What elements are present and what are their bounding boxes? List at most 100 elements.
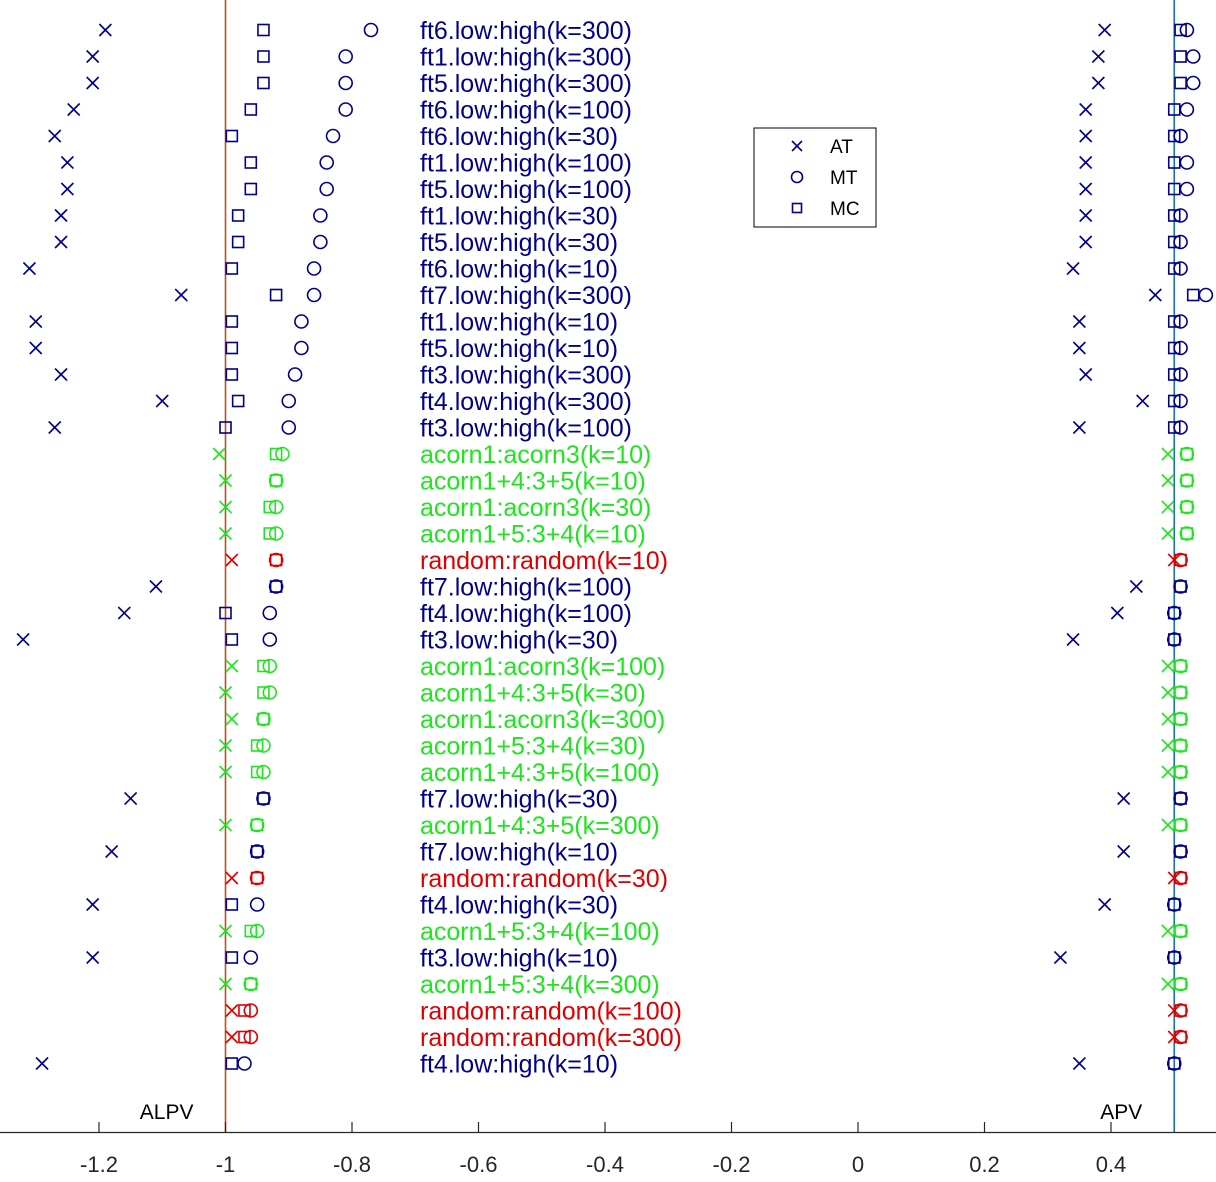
- alpv-at-marker: [98, 23, 112, 37]
- alpv-mc-marker: [244, 103, 258, 116]
- row-label: ft1.low:high(k=10): [420, 309, 618, 337]
- apv-mc-marker: [1167, 262, 1181, 275]
- alpv-at-marker: [54, 235, 68, 249]
- alpv-at-marker: [218, 977, 233, 991]
- apv-at-marker: [1098, 23, 1112, 37]
- alpv-mt-marker: [325, 128, 341, 144]
- alpv-mt-marker: [243, 1029, 259, 1045]
- alpv-mt-marker: [319, 155, 335, 170]
- alpv-mt-marker: [237, 1056, 252, 1071]
- apv-mt-marker: [1173, 340, 1188, 356]
- alpv-mc-marker: [263, 527, 277, 540]
- alpv-mc-marker: [231, 209, 245, 222]
- apv-at-marker: [1079, 182, 1093, 196]
- alpv-at-marker: [225, 712, 239, 726]
- alpv-mc-marker: [257, 712, 270, 726]
- row-label: ft6.low:high(k=10): [420, 256, 618, 284]
- row-label: acorn1+4:3+5(k=10): [420, 468, 646, 496]
- reference-lines: [224, 0, 1176, 1132]
- apv-at-marker: [1129, 579, 1143, 594]
- row-label: ft5.low:high(k=300): [420, 70, 632, 98]
- alpv-mt-marker: [281, 420, 297, 435]
- alpv-at-marker: [67, 102, 81, 117]
- apv-mc-marker: [1186, 288, 1200, 302]
- row-labels: ft6.low:high(k=300)ft1.low:high(k=300)ft…: [420, 17, 682, 1079]
- reference-label-apv: APV: [1100, 1101, 1142, 1124]
- x-tick-label: -1: [216, 1152, 236, 1177]
- apv-mc-marker: [1174, 739, 1187, 752]
- alpv-mc-marker: [225, 129, 239, 143]
- row-label: ft4.low:high(k=30): [420, 892, 618, 920]
- row-label: ft7.low:high(k=30): [420, 786, 618, 814]
- apv-mc-marker: [1174, 50, 1187, 63]
- alpv-mc-marker: [257, 76, 270, 90]
- legend-mt-marker: [790, 170, 804, 184]
- alpv-mt-marker: [256, 791, 271, 806]
- alpv-at-marker: [218, 765, 233, 779]
- apv-mc-marker: [1174, 977, 1187, 991]
- alpv-mc-marker: [225, 262, 239, 275]
- apv-mc-marker: [1174, 818, 1187, 832]
- x-tick-label: -0.4: [586, 1152, 624, 1177]
- alpv-at-marker: [86, 76, 100, 90]
- alpv-mc-marker: [225, 315, 239, 328]
- alpv-mc-marker: [269, 447, 283, 461]
- alpv-mc-marker: [244, 977, 258, 991]
- apv-mc-marker: [1174, 580, 1187, 593]
- alpv-at-marker: [218, 738, 233, 753]
- alpv-mt-marker: [249, 844, 265, 859]
- alpv-mt-marker: [249, 897, 265, 912]
- legend-mc-marker: [791, 202, 803, 214]
- alpv-mc-marker: [225, 1057, 239, 1070]
- alpv-at-marker: [86, 49, 100, 64]
- x-tick-label: 0: [852, 1152, 864, 1177]
- apv-mc-marker: [1167, 394, 1181, 408]
- alpv-mt-marker: [256, 711, 271, 727]
- apv-mt-marker: [1179, 102, 1195, 117]
- alpv-at-marker: [218, 685, 233, 700]
- apv-mt-marker: [1185, 75, 1201, 91]
- apv-mt-marker: [1173, 208, 1188, 223]
- apv-mt-marker: [1173, 976, 1188, 992]
- alpv-at-marker: [155, 394, 169, 408]
- apv-mt-marker: [1173, 367, 1188, 382]
- apv-at-marker: [1161, 526, 1175, 541]
- row-label: ft1.low:high(k=300): [420, 44, 632, 72]
- alpv-mc-marker: [257, 686, 270, 699]
- apv-mc-marker: [1167, 368, 1181, 381]
- alpv-mt-marker: [262, 605, 278, 621]
- alpv-mc-marker: [244, 182, 258, 196]
- row-label: ft1.low:high(k=30): [420, 203, 618, 231]
- alpv-mt-marker: [268, 499, 284, 515]
- apv-mt-marker: [1173, 791, 1188, 806]
- apv-mt-marker: [1173, 128, 1188, 144]
- row-label: acorn1+5:3+4(k=300): [420, 971, 660, 999]
- apv-mt-marker: [1179, 499, 1195, 515]
- x-tick-label: -0.8: [333, 1152, 371, 1177]
- row-label: ft5.low:high(k=100): [420, 176, 632, 204]
- apv-at-marker: [1161, 659, 1175, 673]
- apv-mc-marker: [1174, 792, 1187, 805]
- apv-at-marker: [1161, 738, 1175, 753]
- alpv-mt-marker: [294, 340, 309, 356]
- row-label: ft5.low:high(k=10): [420, 335, 618, 363]
- apv-at-marker: [1161, 977, 1175, 991]
- apv-at-marker: [1066, 632, 1080, 647]
- legend: AT MT MC: [753, 127, 877, 228]
- x-tick-label: -1.2: [80, 1152, 118, 1177]
- alpv-mc-marker: [269, 474, 283, 487]
- apv-at-marker: [1079, 102, 1093, 117]
- apv-mc-marker: [1167, 103, 1181, 116]
- alpv-at-marker: [218, 818, 233, 832]
- alpv-at-marker: [54, 208, 68, 223]
- apv-at-marker: [1072, 341, 1086, 355]
- apv-mc-marker: [1180, 500, 1194, 514]
- row-label: ft7.low:high(k=100): [420, 574, 632, 602]
- alpv-mc-marker: [238, 1004, 251, 1017]
- x-axis: -1.2 -1 -0.8 -0.6 -0.4 -0.2 0 0.2 0.4: [0, 1122, 1216, 1177]
- legend-mt-label: MT: [830, 168, 858, 189]
- alpv-mc-marker: [263, 500, 277, 514]
- alpv-mc-marker: [225, 633, 239, 646]
- data-markers: [16, 22, 1214, 1071]
- apv-mt-marker: [1179, 473, 1195, 488]
